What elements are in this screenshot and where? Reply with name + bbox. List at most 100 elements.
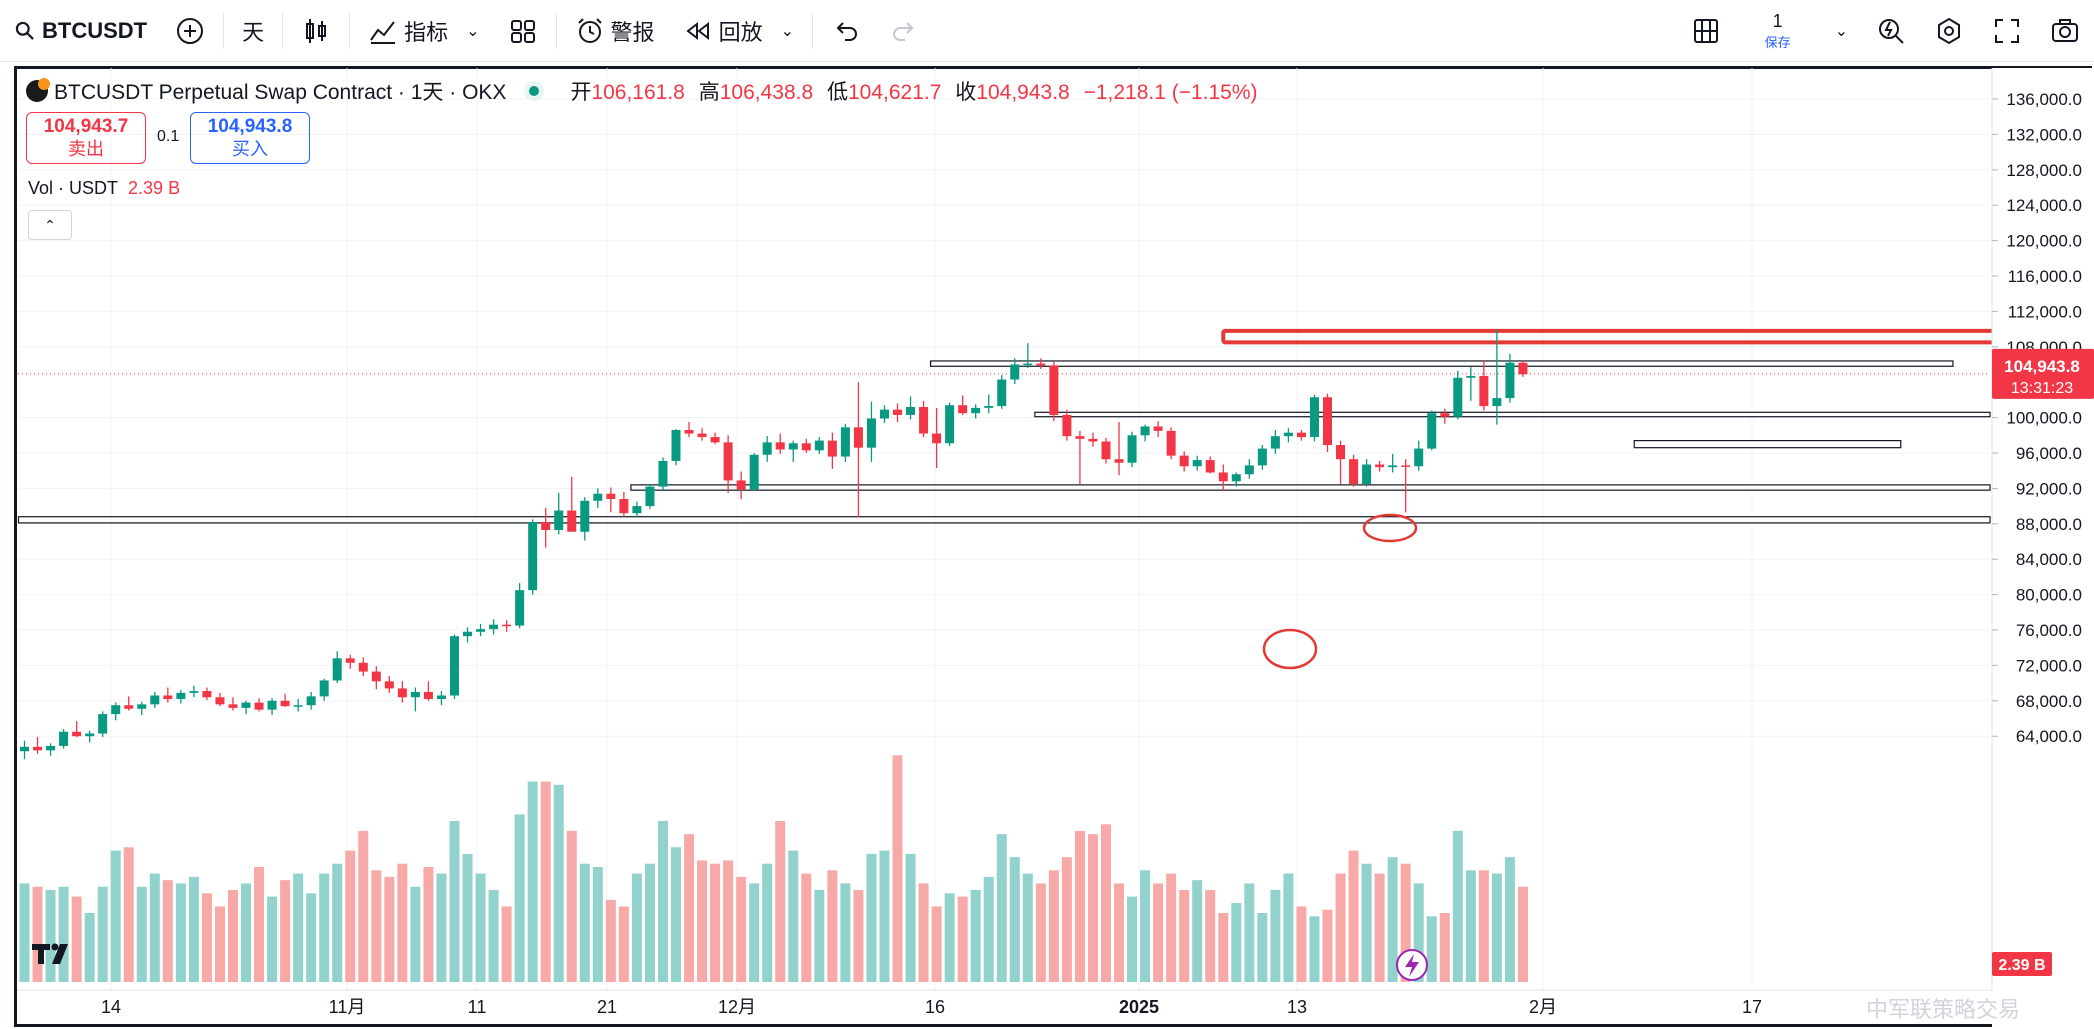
layout-menu-button[interactable]: ⌄ bbox=[1821, 0, 1862, 62]
volume-bar bbox=[1100, 824, 1111, 982]
sell-button[interactable]: 104,943.7 卖出 bbox=[26, 112, 146, 164]
volume-axis-badge: 2.39 B bbox=[1992, 952, 2052, 976]
candle-body bbox=[671, 429, 681, 461]
chevron-down-icon: ⌄ bbox=[1834, 22, 1848, 40]
volume-bar bbox=[1048, 870, 1059, 982]
candle-body bbox=[971, 407, 981, 414]
volume-bar bbox=[775, 821, 786, 982]
volume-bar bbox=[97, 886, 108, 982]
candle-body bbox=[749, 454, 759, 490]
candle-body bbox=[384, 681, 394, 689]
candle-body bbox=[163, 695, 173, 700]
time-tick-label: 12月 bbox=[718, 997, 756, 1017]
candle-body bbox=[1075, 436, 1085, 439]
market-status-icon[interactable] bbox=[524, 81, 545, 101]
save-layout-button[interactable]: 1 保存 bbox=[1735, 0, 1821, 62]
volume-bar bbox=[762, 863, 773, 982]
chart-type-button[interactable] bbox=[287, 0, 345, 62]
compare-button[interactable] bbox=[161, 0, 219, 62]
symbol-description[interactable]: BTCUSDT Perpetual Swap Contract · 1天 · O… bbox=[54, 81, 507, 104]
close-label: 收 bbox=[955, 81, 977, 104]
volume-bar bbox=[996, 834, 1007, 982]
snapshot-button[interactable] bbox=[2036, 0, 2094, 62]
candle-body bbox=[59, 731, 69, 746]
replay-button[interactable]: 回放 ⌄ bbox=[669, 0, 808, 62]
candle-body bbox=[72, 731, 82, 737]
candle-body bbox=[124, 705, 134, 709]
undo-button[interactable] bbox=[817, 0, 875, 62]
annotation-circle bbox=[1362, 513, 1418, 543]
volume-legend[interactable]: Vol · USDT 2.39 B bbox=[28, 178, 180, 199]
candle-body bbox=[397, 688, 407, 698]
volume-bar bbox=[1348, 850, 1359, 982]
interval-button[interactable]: 天 bbox=[228, 0, 278, 62]
quick-search-button[interactable] bbox=[1862, 0, 1920, 62]
alert-button[interactable]: 警报 bbox=[561, 0, 669, 62]
candle-body bbox=[267, 700, 277, 710]
tradingview-logo bbox=[32, 943, 68, 964]
candle-body bbox=[293, 705, 303, 707]
volume-bar bbox=[475, 873, 486, 982]
volume-bar bbox=[1426, 916, 1437, 982]
settings-button[interactable] bbox=[1920, 0, 1978, 62]
candle-body bbox=[463, 631, 473, 637]
candle-body bbox=[1414, 448, 1424, 467]
time-tick-label: 14 bbox=[101, 997, 121, 1017]
price-tick-label: 124,000.0 bbox=[2006, 196, 2082, 215]
layout-button[interactable] bbox=[1677, 0, 1735, 62]
volume-bar bbox=[201, 893, 212, 982]
candle-body bbox=[476, 629, 486, 632]
candle-body bbox=[1388, 465, 1398, 468]
volume-bar bbox=[970, 890, 981, 982]
candle-body bbox=[1375, 464, 1385, 468]
volume-bar bbox=[162, 880, 173, 982]
candle-body bbox=[658, 460, 668, 487]
price-tick-label: 120,000.0 bbox=[2006, 232, 2082, 251]
candle-body bbox=[814, 440, 824, 451]
collapse-legend-button[interactable]: ⌃ bbox=[28, 210, 72, 240]
volume-bar bbox=[553, 784, 564, 982]
volume-bar bbox=[1244, 883, 1255, 982]
candle-body bbox=[423, 691, 433, 700]
volume-badge-value: 2.39 B bbox=[1998, 957, 2045, 974]
fullscreen-button[interactable] bbox=[1978, 0, 2036, 62]
volume-bar bbox=[280, 880, 291, 982]
price-tick-label: 72,000.0 bbox=[2016, 656, 2082, 675]
symbol-search-button[interactable]: BTCUSDT bbox=[0, 0, 161, 62]
annotation-circle bbox=[1262, 628, 1318, 670]
time-axis[interactable]: 14 11月 11 21 12月 16 2025 13 2月 17 bbox=[17, 989, 1992, 1024]
volume-bar bbox=[110, 850, 121, 982]
candle-body bbox=[1401, 465, 1411, 467]
ohlc-values: 开106,161.8 高106,438.8 低104,621.7 收104,94… bbox=[570, 76, 1257, 106]
last-price-value: 104,943.8 bbox=[2004, 357, 2080, 376]
volume-bar bbox=[671, 847, 681, 982]
volume-bar bbox=[736, 876, 747, 982]
price-axis[interactable]: 136,000.0 132,000.0 128,000.0 124,000.0 120,… bbox=[1991, 68, 2094, 1028]
redo-button[interactable] bbox=[875, 0, 933, 62]
volume-bar bbox=[983, 876, 994, 982]
candle-body bbox=[345, 658, 355, 663]
volume-label: Vol · USDT bbox=[28, 178, 119, 198]
indicators-label: 指标 bbox=[404, 19, 449, 45]
candle-body bbox=[853, 427, 863, 448]
indicators-button[interactable]: 指标 ⌄ bbox=[354, 0, 493, 62]
volume-bar bbox=[749, 883, 760, 982]
candle-body bbox=[645, 486, 655, 507]
templates-button[interactable] bbox=[494, 0, 552, 62]
candlesticks bbox=[20, 329, 1528, 760]
volume-bar bbox=[827, 870, 838, 982]
volume-bar bbox=[801, 873, 812, 982]
volume-bar bbox=[488, 890, 499, 982]
volume-bar bbox=[723, 860, 734, 982]
candle-body bbox=[619, 499, 629, 514]
volume-bar bbox=[214, 906, 225, 982]
interval-label: 天 bbox=[242, 19, 265, 45]
volume-bar bbox=[1140, 870, 1151, 982]
high-label: 高 bbox=[698, 81, 720, 104]
volume-bar bbox=[1413, 883, 1424, 982]
candle-body bbox=[176, 692, 186, 700]
candle-body bbox=[1153, 426, 1163, 431]
buy-button[interactable]: 104,943.8 买入 bbox=[190, 112, 310, 164]
volume-bar bbox=[319, 873, 330, 982]
